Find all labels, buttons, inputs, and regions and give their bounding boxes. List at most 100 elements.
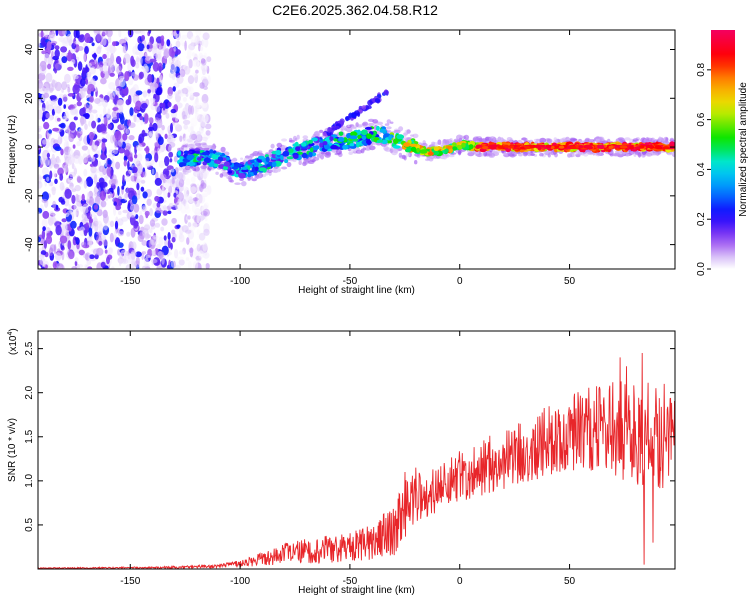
- spectrogram-cell: [166, 39, 171, 47]
- spectrogram-cell: [57, 159, 62, 164]
- spectrogram-cell: [194, 99, 198, 105]
- spectrogram-cell: [374, 98, 380, 103]
- spectrogram-cell: [292, 154, 299, 159]
- spectrogram-cell: [159, 75, 163, 86]
- spectrogram-cell: [111, 174, 117, 182]
- spectrogram-cell: [104, 186, 108, 193]
- spectrogram-cell: [182, 119, 191, 125]
- spectrogram-cell: [117, 230, 125, 237]
- spectrogram-cell: [167, 232, 171, 241]
- spectrogram-cell: [189, 92, 194, 98]
- spectrogram-cell: [546, 138, 551, 142]
- spectrogram-cell: [100, 261, 106, 268]
- spectrogram-cell: [141, 35, 145, 41]
- spectrogram-cell: [42, 263, 46, 268]
- spectrogram-cell: [645, 136, 650, 143]
- spectrogram-cell: [54, 102, 58, 113]
- spectrogram-cell: [189, 134, 195, 140]
- spectrogram-cell: [200, 117, 207, 127]
- spectrogram-cell: [170, 63, 177, 74]
- spectrogram-cell: [82, 153, 89, 164]
- spectrogram-cell: [308, 151, 313, 158]
- spectrogram-cell: [191, 203, 197, 213]
- spectrogram-cell: [109, 72, 115, 77]
- spectrogram-cell: [234, 182, 241, 185]
- spectrogram-cell: [191, 52, 196, 57]
- spectrogram-cell: [150, 238, 154, 246]
- spectrogram-cell: [207, 75, 211, 85]
- spectrogram-cell: [148, 30, 152, 34]
- spectrogram-cell: [58, 37, 65, 42]
- spectrogram-cell: [159, 148, 162, 154]
- spectrogram-cell: [201, 264, 207, 269]
- spectrogram-cell: [202, 96, 209, 104]
- spectrogram-cell: [234, 163, 242, 167]
- spectrogram-cell: [301, 152, 308, 159]
- x-tick-label: -50: [343, 276, 358, 287]
- spectrogram-cell: [75, 193, 79, 203]
- spectrogram-cell: [54, 178, 58, 184]
- spectrogram-cell: [199, 55, 207, 60]
- spectrogram-cell: [60, 122, 66, 129]
- spectrogram-cell: [151, 259, 158, 264]
- spectrogram-cell: [112, 41, 117, 47]
- spectrogram-cell: [199, 215, 204, 222]
- spectrogram-cell: [171, 229, 176, 235]
- spectrogram-cell: [64, 188, 72, 199]
- spectrogram-cell: [87, 154, 91, 161]
- spectrogram-cell: [80, 241, 87, 248]
- spectrogram-cell: [85, 222, 89, 227]
- y-tick-label: 0.5: [24, 518, 35, 532]
- y-axis-multiplier: (x104): [7, 328, 19, 355]
- spectrogram-cell: [113, 205, 117, 216]
- spectrogram-cell: [68, 49, 71, 60]
- spectrogram-cell: [277, 166, 281, 172]
- spectrogram-cell: [322, 131, 327, 136]
- spectrogram-cell: [69, 121, 76, 131]
- spectrogram-cell: [398, 126, 404, 132]
- spectrogram-cell: [125, 128, 130, 135]
- spectrogram-cell: [38, 98, 42, 109]
- spectrogram-cell: [149, 208, 154, 217]
- x-axis-label: Height of straight line (km): [298, 585, 415, 596]
- spectrogram-cell: [102, 59, 108, 65]
- spectrogram-cell: [240, 157, 244, 160]
- spectrogram-cell: [251, 152, 258, 156]
- spectrogram-cell: [88, 120, 91, 127]
- spectrogram-cell: [534, 141, 539, 144]
- spectrogram-cell: [124, 193, 128, 201]
- spectrogram-cell: [137, 175, 142, 182]
- spectrogram-cell: [332, 149, 337, 153]
- x-tick-label: -150: [120, 576, 140, 587]
- spectrogram-cell: [67, 66, 74, 71]
- spectrogram-cell: [141, 265, 147, 269]
- spectrogram-cell: [129, 107, 134, 116]
- spectrogram-cell: [103, 223, 108, 231]
- spectrogram-cell: [183, 185, 187, 190]
- spectrogram-cell: [157, 147, 161, 156]
- spectrogram-cell: [233, 157, 237, 161]
- spectrogram-cell: [83, 179, 88, 189]
- spectrogram-cell: [103, 213, 109, 224]
- spectrogram-cell: [121, 259, 129, 265]
- spectrogram-cell: [367, 99, 373, 106]
- spectrogram-cell: [507, 153, 515, 157]
- spectrogram-cell: [558, 145, 565, 149]
- spectrogram-cell: [199, 169, 207, 179]
- spectrogram-cell: [141, 102, 148, 109]
- spectrogram-cell: [173, 192, 177, 198]
- spectrogram-cell: [188, 59, 193, 69]
- spectrogram-cell: [456, 134, 463, 141]
- spectrogram-cell: [144, 210, 150, 217]
- x-tick-label: 0: [457, 576, 463, 587]
- spectrogram-cell: [83, 42, 87, 48]
- spectrogram-cell: [152, 61, 160, 72]
- spectrogram-cell: [228, 170, 233, 174]
- spectrogram-cell: [82, 67, 86, 78]
- spectrogram-cell: [99, 114, 103, 119]
- spectrogram-cell: [504, 144, 510, 148]
- spectrogram-cell: [130, 175, 136, 182]
- spectrogram-cell: [139, 56, 143, 66]
- spectrogram-cell: [171, 134, 174, 142]
- spectrogram-cell: [355, 149, 363, 154]
